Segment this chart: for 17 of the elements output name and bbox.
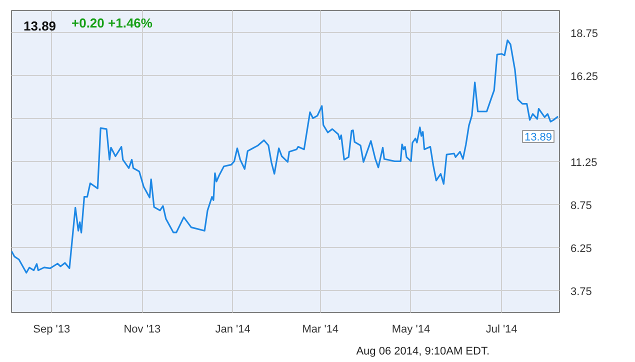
y-tick-label: 16.25 — [570, 70, 598, 83]
chart-subtitle: +0.20 +1.46% — [72, 16, 153, 30]
y-tick-label: 11.25 — [570, 156, 598, 169]
text: Aug 06 2014, 9:10AM EDT. — [356, 346, 490, 358]
x-tick-label: Jul '14 — [486, 324, 518, 336]
x-tick-label: May '14 — [392, 324, 430, 336]
x-tick-label: Mar '14 — [302, 324, 339, 336]
x-tick-label: Jan '14 — [215, 324, 250, 336]
y-tick-label: 18.75 — [570, 28, 598, 40]
annotation: 13.89 — [524, 132, 552, 144]
y-tick-label: 3.75 — [570, 286, 592, 298]
x-tick-label: Nov '13 — [124, 324, 161, 336]
y-tick-label: 6.25 — [570, 242, 592, 255]
x-tick-label: Sep '13 — [33, 324, 70, 336]
text: 13.89 — [24, 18, 56, 34]
line-series — [12, 39, 559, 274]
y-tick-label: 8.75 — [570, 200, 592, 212]
